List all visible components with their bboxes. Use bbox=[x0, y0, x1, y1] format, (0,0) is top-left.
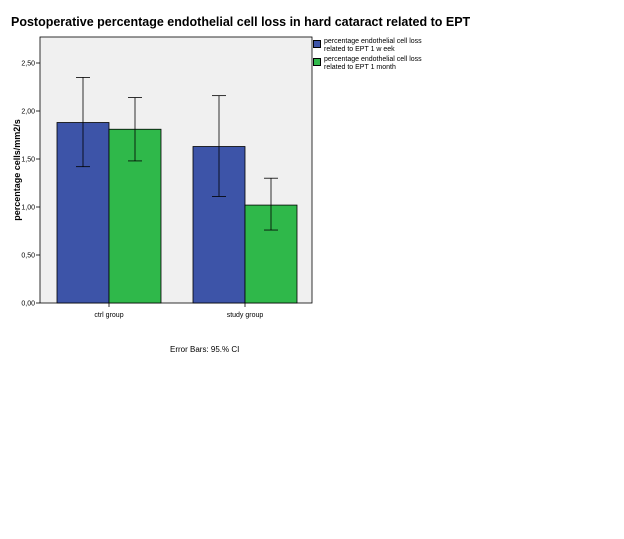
y-tick-label: 2,00 bbox=[21, 109, 35, 116]
x-axis: ctrl group study group bbox=[94, 303, 263, 319]
legend-swatch-1-week bbox=[313, 40, 321, 48]
legend: percentage endothelial cell loss related… bbox=[313, 38, 433, 74]
x-tick-label: study group bbox=[227, 312, 264, 319]
y-axis-label: percentage cells/mm2/s bbox=[12, 119, 22, 221]
y-tick-label: 1,00 bbox=[21, 205, 35, 212]
legend-item-1-month: percentage endothelial cell loss related… bbox=[313, 56, 433, 72]
error-bars-note: Error Bars: 95.% CI bbox=[170, 345, 240, 354]
legend-swatch-1-month bbox=[313, 58, 321, 66]
legend-item-1-week: percentage endothelial cell loss related… bbox=[313, 38, 433, 54]
y-tick-label: 1,50 bbox=[21, 157, 35, 164]
y-axis: 0,00 0,50 1,00 1,50 2,00 2,50 bbox=[21, 61, 40, 308]
y-tick-label: 0,50 bbox=[21, 253, 35, 260]
x-tick-label: ctrl group bbox=[94, 312, 123, 319]
chart-title: Postoperative percentage endothelial cel… bbox=[11, 15, 471, 29]
y-tick-label: 2,50 bbox=[21, 61, 35, 68]
y-tick-label: 0,00 bbox=[21, 301, 35, 308]
legend-label-1-month: percentage endothelial cell loss related… bbox=[324, 56, 422, 71]
legend-label-1-week: percentage endothelial cell loss related… bbox=[324, 38, 422, 53]
error-bars-layer bbox=[76, 77, 278, 231]
